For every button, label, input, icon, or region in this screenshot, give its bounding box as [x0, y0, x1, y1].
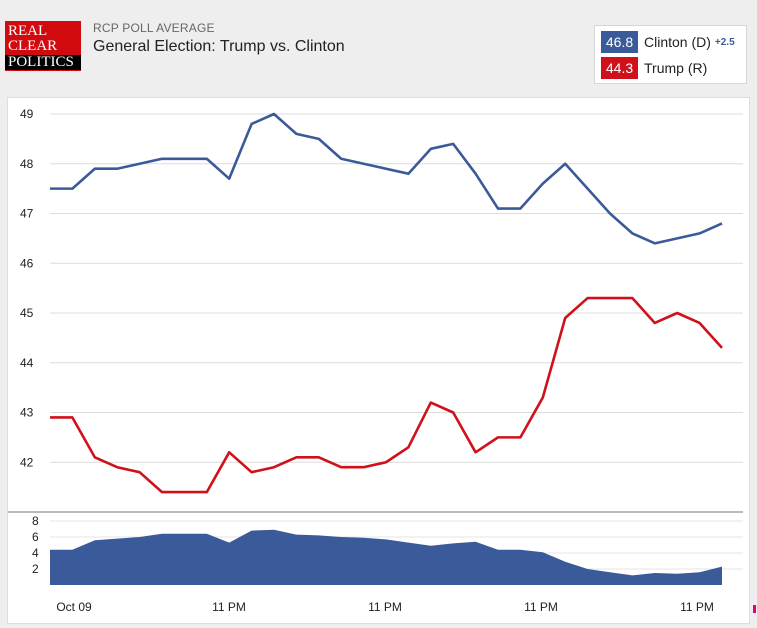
chart-kicker: RCP POLL AVERAGE: [93, 21, 215, 35]
legend-item-clinton[interactable]: 46.8 Clinton (D) +2.5: [601, 31, 735, 53]
y-tick-label: 42: [20, 455, 34, 469]
spread-area-chart: [50, 529, 722, 585]
main-line-chart: [50, 112, 723, 494]
x-axis: Oct 09 11 PM 11 PM 11 PM 11 PM: [56, 600, 714, 614]
edge-marker: [753, 605, 756, 613]
clinton-line: [50, 112, 723, 245]
y-tick-label: 46: [20, 256, 34, 270]
x-tick-label: 11 PM: [212, 600, 246, 614]
spread-y-axis: 2 4 6 8: [32, 514, 39, 576]
logo-line-2: CLEAR: [8, 38, 58, 54]
y-tick-label: 6: [32, 530, 39, 544]
x-tick-label: 11 PM: [368, 600, 402, 614]
legend-name-clinton: Clinton (D): [644, 34, 711, 50]
y-tick-label: 48: [20, 157, 34, 171]
y-tick-label: 45: [20, 306, 34, 320]
legend-spread-clinton: +2.5: [714, 36, 735, 48]
legend-name-trump: Trump (R): [644, 60, 708, 76]
main-y-axis: 42 43 44 45 46 47 48 49: [20, 107, 34, 469]
x-tick-label: 11 PM: [524, 600, 558, 614]
y-tick-label: 2: [32, 562, 39, 576]
logo-line-1: REAL: [8, 23, 48, 39]
legend-item-trump[interactable]: 44.3 Trump (R): [601, 57, 707, 79]
header: REAL CLEAR POLITICS RCP POLL AVERAGE Gen…: [0, 0, 757, 98]
logo-line-3: POLITICS: [5, 55, 81, 70]
y-tick-label: 8: [32, 514, 39, 528]
trump-line: [50, 296, 723, 494]
y-tick-label: 47: [20, 207, 34, 221]
y-tick-label: 43: [20, 406, 34, 420]
realclearpolitics-logo[interactable]: REAL CLEAR POLITICS: [5, 21, 81, 71]
legend: 46.8 Clinton (D) +2.5 44.3 Trump (R): [594, 25, 747, 84]
x-tick-label: Oct 09: [56, 600, 92, 614]
y-tick-label: 4: [32, 546, 39, 560]
y-tick-label: 44: [20, 356, 34, 370]
legend-value-trump: 44.3: [601, 57, 638, 79]
y-tick-label: 49: [20, 107, 34, 121]
main-gridlines: [8, 113, 743, 513]
spread-area: [50, 529, 722, 585]
x-tick-label: 11 PM: [680, 600, 714, 614]
legend-value-clinton: 46.8: [601, 31, 638, 53]
chart-title: General Election: Trump vs. Clinton: [93, 38, 345, 55]
